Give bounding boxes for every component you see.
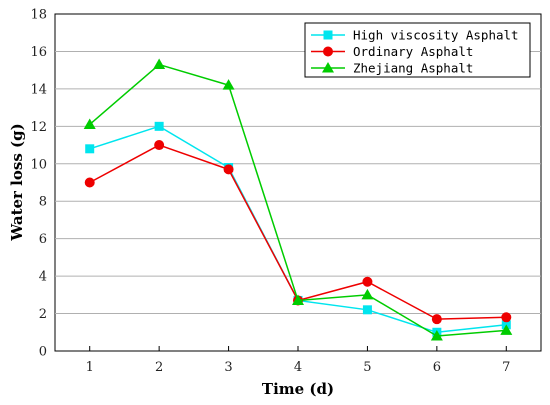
data-point (153, 58, 166, 70)
legend-marker (323, 46, 333, 57)
data-point (154, 140, 165, 151)
data-point (361, 288, 374, 300)
y-tick-label: 6 (39, 232, 47, 247)
y-axis-title: Water loss (g) (8, 123, 26, 241)
legend-item: High viscosity Asphalt (311, 28, 519, 43)
y-tick-label: 12 (30, 120, 47, 135)
x-tick-label: 1 (86, 360, 94, 375)
x-tick-label: 7 (502, 360, 510, 375)
legend-label: Zhejiang Asphalt (353, 61, 473, 76)
grid-lines (55, 50, 541, 315)
x-tick-label: 6 (433, 360, 441, 375)
y-tick-label: 16 (30, 45, 47, 60)
data-point (501, 312, 512, 323)
y-tick-label: 10 (30, 157, 47, 172)
data-point (223, 164, 234, 175)
data-point (154, 121, 164, 131)
y-tick-label: 14 (30, 82, 47, 97)
x-tick-label: 5 (363, 360, 371, 375)
data-point (292, 294, 304, 305)
data-point (222, 79, 235, 90)
legend-item: Zhejiang Asphalt (311, 61, 473, 76)
legend-item: Ordinary Asphalt (311, 44, 473, 59)
x-tick-label: 2 (155, 360, 163, 375)
data-point (83, 118, 96, 129)
data-point (431, 314, 442, 325)
data-point (84, 177, 95, 188)
series-group (83, 58, 513, 341)
legend-label: High viscosity Asphalt (353, 28, 519, 43)
data-point (362, 276, 373, 287)
x-tick-label: 3 (224, 360, 232, 375)
data-point (362, 305, 372, 315)
data-point (500, 324, 513, 335)
y-tick-label: 4 (39, 270, 47, 285)
y-tick-label: 0 (39, 345, 47, 360)
data-point (85, 144, 95, 154)
series-layer (83, 58, 513, 341)
x-axis-title: Time (d) (262, 380, 334, 398)
legend-marker (322, 62, 334, 73)
y-tick-label: 18 (30, 8, 47, 23)
y-tick-label: 8 (39, 195, 47, 210)
legend-label: Ordinary Asphalt (353, 44, 473, 59)
legend-marker (323, 30, 333, 40)
data-point (430, 330, 443, 341)
x-tick-label: 4 (294, 360, 302, 375)
y-tick-label: 2 (39, 307, 47, 322)
